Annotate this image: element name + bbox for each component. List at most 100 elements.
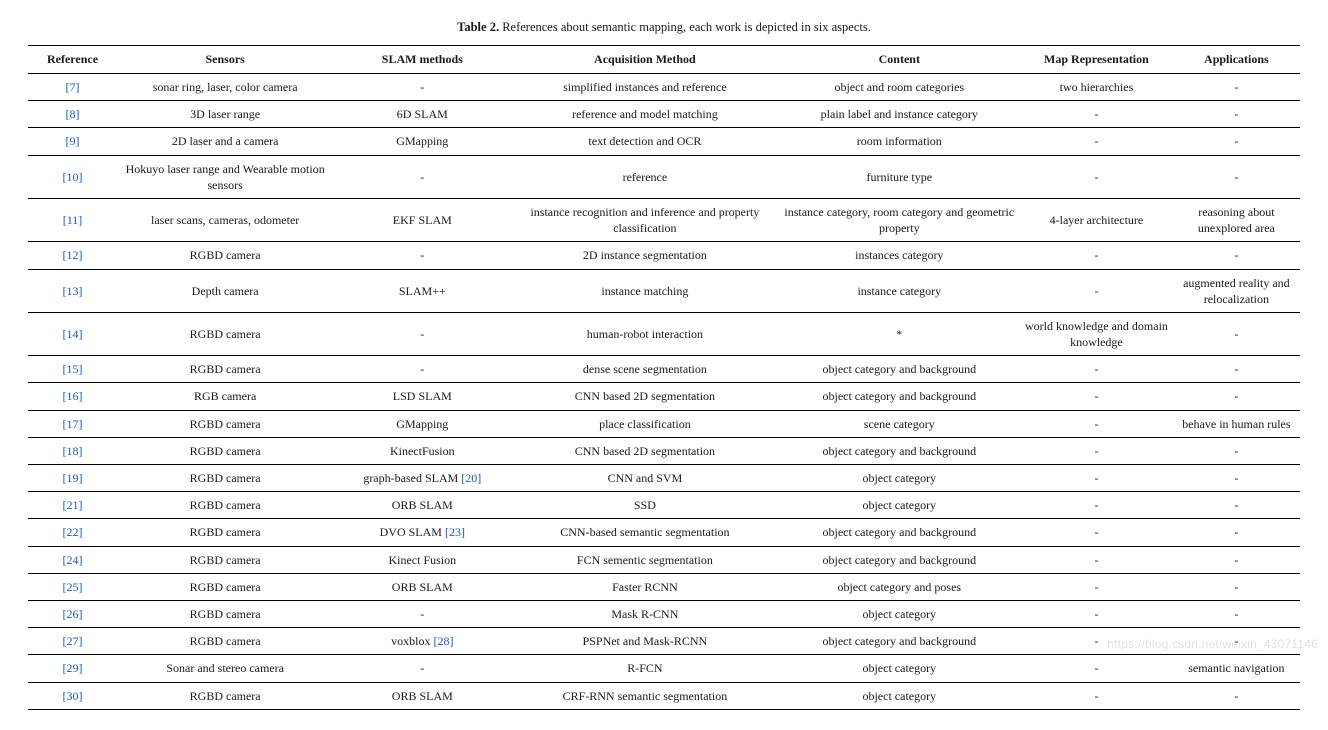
cell-map-rep: 4-layer architecture: [1020, 198, 1173, 241]
cell-map-rep: -: [1020, 655, 1173, 682]
reference-link[interactable]: [7]: [66, 80, 80, 94]
reference-link[interactable]: [12]: [63, 248, 83, 262]
cell-sensors: sonar ring, laser, color camera: [117, 74, 333, 101]
reference-link[interactable]: [8]: [66, 107, 80, 121]
cell-content: instances category: [778, 242, 1020, 269]
reference-link[interactable]: [10]: [63, 170, 83, 184]
caption-bold: Table 2.: [457, 20, 499, 34]
table-row: [8]3D laser range6D SLAMreference and mo…: [28, 101, 1300, 128]
reference-link[interactable]: [25]: [63, 580, 83, 594]
cell-reference: [22]: [28, 519, 117, 546]
cell-map-rep: -: [1020, 101, 1173, 128]
cell-slam: -: [333, 155, 511, 198]
table-row: [24]RGBD cameraKinect FusionFCN sementic…: [28, 546, 1300, 573]
reference-link[interactable]: [21]: [63, 498, 83, 512]
cell-acquisition: instance recognition and inference and p…: [511, 198, 778, 241]
cell-acquisition: text detection and OCR: [511, 128, 778, 155]
reference-link[interactable]: [27]: [63, 634, 83, 648]
cell-content: object category and background: [778, 628, 1020, 655]
table-row: [10]Hokuyo laser range and Wearable moti…: [28, 155, 1300, 198]
cell-applications: -: [1173, 155, 1300, 198]
cell-applications: -: [1173, 312, 1300, 355]
watermark-text: https://blog.csdn.net/weixin_43071146: [1107, 637, 1318, 651]
reference-link[interactable]: [13]: [63, 284, 83, 298]
cell-slam: LSD SLAM: [333, 383, 511, 410]
cell-acquisition: CNN-based semantic segmentation: [511, 519, 778, 546]
cell-sensors: 3D laser range: [117, 101, 333, 128]
cell-applications: reasoning about unexplored area: [1173, 198, 1300, 241]
table-row: [7]sonar ring, laser, color camera-simpl…: [28, 74, 1300, 101]
cell-acquisition: 2D instance segmentation: [511, 242, 778, 269]
cell-acquisition: dense scene segmentation: [511, 356, 778, 383]
cell-sensors: RGBD camera: [117, 437, 333, 464]
reference-link[interactable]: [26]: [63, 607, 83, 621]
cell-sensors: laser scans, cameras, odometer: [117, 198, 333, 241]
cell-map-rep: -: [1020, 410, 1173, 437]
cell-applications: -: [1173, 546, 1300, 573]
cell-content: object category: [778, 682, 1020, 709]
cell-sensors: RGBD camera: [117, 573, 333, 600]
cell-sensors: RGBD camera: [117, 682, 333, 709]
cell-slam: KinectFusion: [333, 437, 511, 464]
cell-acquisition: CRF-RNN semantic segmentation: [511, 682, 778, 709]
cell-slam: graph-based SLAM [20]: [333, 465, 511, 492]
reference-link[interactable]: [19]: [63, 471, 83, 485]
cell-reference: [30]: [28, 682, 117, 709]
cell-content: object category and background: [778, 383, 1020, 410]
cell-map-rep: -: [1020, 492, 1173, 519]
cell-acquisition: reference and model matching: [511, 101, 778, 128]
table-row: [18] RGBD cameraKinectFusionCNN based 2D …: [28, 437, 1300, 464]
reference-link[interactable]: [29]: [63, 661, 83, 675]
cell-map-rep: -: [1020, 437, 1173, 464]
reference-link[interactable]: [11]: [63, 213, 83, 227]
cell-map-rep: -: [1020, 546, 1173, 573]
cell-map-rep: -: [1020, 682, 1173, 709]
reference-link[interactable]: [9]: [66, 134, 80, 148]
cell-sensors: RGBD camera: [117, 546, 333, 573]
reference-link[interactable]: [30]: [63, 689, 83, 703]
cell-map-rep: -: [1020, 242, 1173, 269]
cell-sensors: RGBD camera: [117, 242, 333, 269]
cell-sensors: Depth camera: [117, 269, 333, 312]
cell-reference: [11]: [28, 198, 117, 241]
cell-acquisition: instance matching: [511, 269, 778, 312]
cell-acquisition: SSD: [511, 492, 778, 519]
cell-applications: -: [1173, 356, 1300, 383]
cell-content: *: [778, 312, 1020, 355]
inline-reference-link[interactable]: [28]: [433, 634, 453, 648]
reference-link[interactable]: [17]: [63, 417, 83, 431]
reference-link[interactable]: [15]: [63, 362, 83, 376]
cell-acquisition: Mask R-CNN: [511, 600, 778, 627]
cell-reference: [7]: [28, 74, 117, 101]
cell-content: furniture type: [778, 155, 1020, 198]
cell-content: object category and background: [778, 519, 1020, 546]
cell-applications: -: [1173, 242, 1300, 269]
cell-acquisition: CNN based 2D segmentation: [511, 437, 778, 464]
reference-link[interactable]: [22]: [63, 525, 83, 539]
inline-reference-link[interactable]: [23]: [445, 525, 465, 539]
cell-applications: semantic navigation: [1173, 655, 1300, 682]
cell-map-rep: -: [1020, 465, 1173, 492]
cell-slam: Kinect Fusion: [333, 546, 511, 573]
reference-link[interactable]: [18]: [63, 444, 83, 458]
cell-slam: -: [333, 356, 511, 383]
cell-sensors: RGBD camera: [117, 465, 333, 492]
table-row: [29]Sonar and stereo camera-R-FCNobject …: [28, 655, 1300, 682]
inline-reference-link[interactable]: [20]: [461, 471, 481, 485]
cell-reference: [13]: [28, 269, 117, 312]
cell-reference: [27]: [28, 628, 117, 655]
reference-link[interactable]: [16]: [63, 389, 83, 403]
cell-acquisition: place classification: [511, 410, 778, 437]
cell-applications: -: [1173, 519, 1300, 546]
cell-content: object category: [778, 655, 1020, 682]
table-row: [30]RGBD cameraORB SLAMCRF-RNN semantic …: [28, 682, 1300, 709]
cell-reference: [25]: [28, 573, 117, 600]
cell-sensors: RGBD camera: [117, 410, 333, 437]
reference-link[interactable]: [24]: [63, 553, 83, 567]
cell-acquisition: Faster RCNN: [511, 573, 778, 600]
col-slam-methods: SLAM methods: [333, 46, 511, 74]
cell-reference: [8]: [28, 101, 117, 128]
table-row: [16]RGB cameraLSD SLAMCNN based 2D segme…: [28, 383, 1300, 410]
reference-link[interactable]: [14]: [63, 327, 83, 341]
cell-sensors: RGBD camera: [117, 312, 333, 355]
